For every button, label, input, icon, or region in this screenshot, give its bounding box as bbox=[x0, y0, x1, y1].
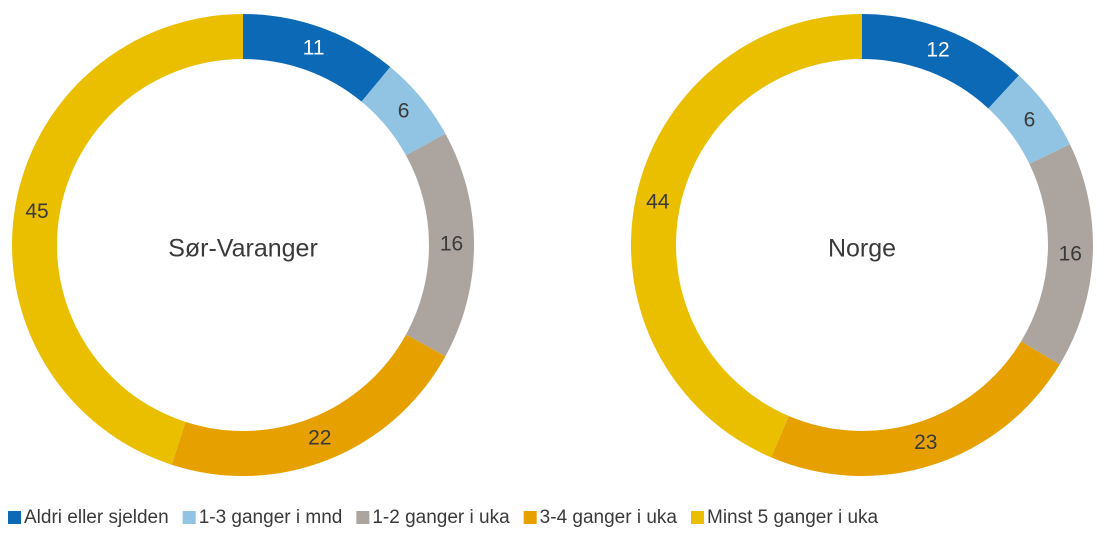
legend-label: Minst 5 ganger i uka bbox=[707, 507, 879, 528]
donut-segment bbox=[243, 14, 391, 102]
legend-label: 1-3 ganger i mnd bbox=[199, 507, 343, 528]
donut-segment bbox=[862, 14, 1019, 109]
data-label: 22 bbox=[308, 426, 331, 449]
data-label: 6 bbox=[1024, 108, 1036, 131]
donut-segment bbox=[1021, 144, 1093, 365]
legend-swatch bbox=[691, 511, 704, 524]
donut-segment bbox=[771, 341, 1060, 477]
data-label: 45 bbox=[25, 200, 48, 223]
donut-segment bbox=[361, 67, 446, 156]
legend-swatch bbox=[523, 511, 537, 524]
legend-label: Aldri eller sjelden bbox=[24, 507, 169, 528]
data-label: 16 bbox=[1059, 242, 1082, 265]
legend-label: 3-4 ganger i uka bbox=[540, 507, 678, 528]
legend-swatch bbox=[8, 511, 21, 524]
data-label: 44 bbox=[646, 191, 670, 214]
donut-segment bbox=[631, 14, 862, 458]
chart-title: Sør-Varanger bbox=[168, 235, 318, 263]
data-label: 23 bbox=[914, 431, 937, 454]
legend-swatch bbox=[182, 511, 196, 524]
donut-segment bbox=[988, 75, 1070, 164]
legend-label: 1-2 ganger i uka bbox=[372, 507, 510, 528]
data-label: 12 bbox=[926, 38, 949, 61]
donut-segment bbox=[12, 14, 243, 465]
data-label: 6 bbox=[398, 100, 410, 123]
chart-title: Norge bbox=[828, 235, 896, 263]
data-label: 11 bbox=[303, 36, 325, 59]
donut-segment bbox=[405, 133, 474, 357]
donut-segment bbox=[171, 334, 446, 476]
data-label: 16 bbox=[440, 233, 463, 256]
legend-swatch bbox=[356, 511, 370, 524]
